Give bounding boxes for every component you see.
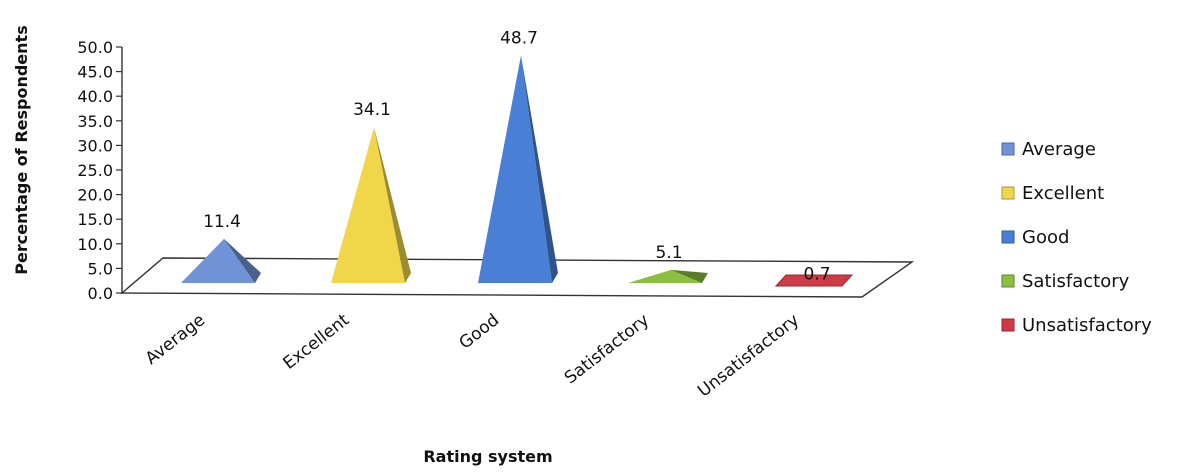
data-labels: 11.4 34.1 48.7 5.1 0.7: [203, 28, 830, 284]
data-label: 48.7: [500, 28, 538, 48]
pyramid-satisfactory: [628, 269, 708, 283]
y-tick-label: 30.0: [77, 136, 113, 155]
y-tick-label: 25.0: [77, 161, 113, 180]
data-label: 5.1: [655, 243, 682, 263]
y-tick-label: 45.0: [77, 63, 113, 82]
y-tick-label: 15.0: [77, 210, 113, 229]
x-tick-label: Good: [455, 310, 503, 353]
floor-plane: [120, 257, 915, 298]
pyramid-face: [774, 274, 854, 287]
pyramid-front-face: [628, 269, 702, 283]
legend-label: Excellent: [1022, 183, 1104, 204]
data-label: 34.1: [353, 100, 391, 120]
y-axis: 0.0 5.0 10.0 15.0 20.0 25.0 30.0 35.0 40.0 45.0 50…: [77, 38, 123, 303]
legend-swatch: [1001, 274, 1015, 288]
y-tick-label: 0.0: [88, 284, 113, 303]
pyramid-good: [478, 55, 558, 284]
x-axis-categories: Average Excellent Good Satisfactory Unsatisf…: [142, 310, 803, 401]
y-tick-label: 50.0: [77, 38, 113, 57]
legend-swatch: [1001, 230, 1015, 244]
data-label: 0.7: [803, 265, 830, 285]
y-tick-label: 35.0: [77, 112, 113, 131]
pyramid-front-face: [478, 55, 552, 284]
pyramid-unsatisfactory: [774, 274, 854, 287]
legend-label: Average: [1022, 139, 1096, 160]
legend-swatch: [1001, 142, 1015, 156]
legend-swatch: [1001, 318, 1015, 332]
legend-label: Unsatisfactory: [1022, 315, 1152, 336]
pyramid-side-face: [521, 55, 558, 284]
x-tick-label: Excellent: [280, 310, 354, 374]
y-tick-label: 40.0: [77, 87, 113, 106]
data-label: 11.4: [203, 212, 241, 232]
y-axis-title: Percentage of Respondents: [12, 25, 31, 274]
pyramid-side-face: [374, 127, 411, 283]
x-tick-label: Satisfactory: [561, 310, 653, 388]
x-axis-title: Rating system: [423, 447, 552, 466]
pyramid-series: [181, 55, 854, 287]
legend: Average Excellent Good Satisfactory Unsatisf…: [1001, 139, 1152, 336]
y-tick-label: 5.0: [88, 259, 113, 278]
legend-swatch: [1001, 186, 1015, 200]
pyramid-excellent: [331, 127, 411, 283]
y-tick-label: 20.0: [77, 186, 113, 205]
chart-floor: [120, 257, 915, 298]
pyramid-front-face: [331, 127, 405, 283]
x-tick-label: Unsatisfactory: [694, 310, 803, 401]
pyramid-average: [181, 238, 261, 283]
pyramid-front-face: [181, 238, 255, 283]
y-tick-label: 10.0: [77, 235, 113, 254]
legend-label: Satisfactory: [1022, 271, 1130, 292]
x-tick-label: Average: [142, 310, 209, 369]
pyramid-side-face: [671, 269, 708, 283]
legend-label: Good: [1022, 227, 1069, 248]
pyramid-side-face: [224, 238, 261, 283]
